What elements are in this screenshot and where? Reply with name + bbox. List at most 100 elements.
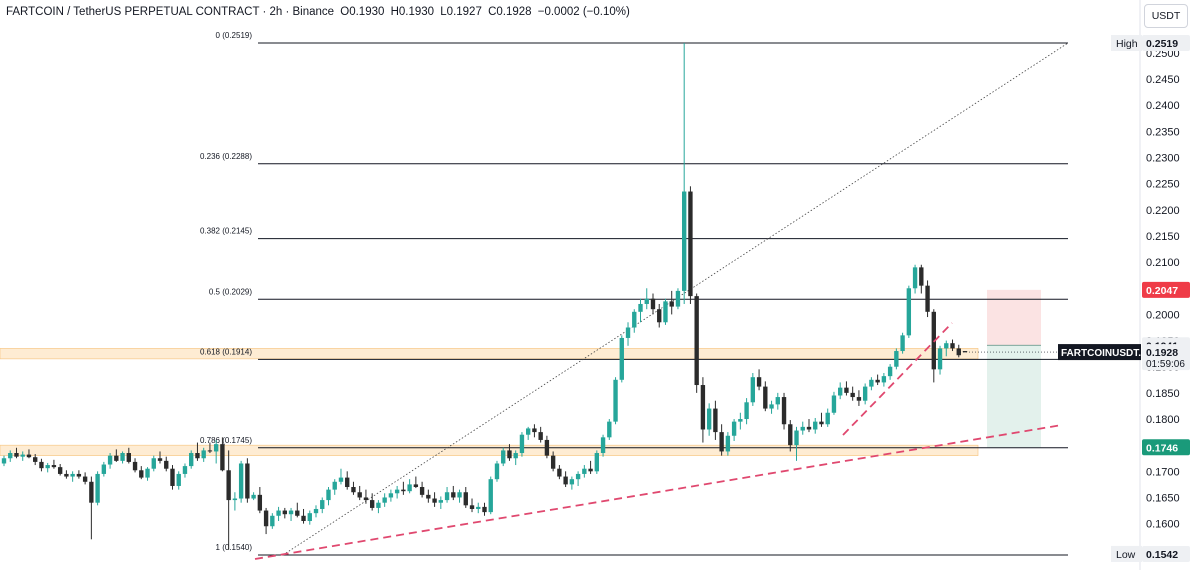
fib-trend-line <box>282 42 1069 556</box>
y-tick-label: 0.2200 <box>1146 205 1180 217</box>
candle-body <box>850 392 855 398</box>
candle-body <box>438 500 444 503</box>
candle-body <box>288 510 294 515</box>
candle-body <box>394 489 400 494</box>
candle-body <box>369 500 375 508</box>
candle-body <box>862 386 868 401</box>
candle-body <box>675 290 681 307</box>
candle-body <box>432 498 437 503</box>
symbol-tag-bg <box>1058 344 1141 361</box>
low-tag-label-bg <box>1111 545 1142 562</box>
candle-body <box>301 515 306 522</box>
candle-body <box>731 421 737 436</box>
candle-body <box>270 515 275 527</box>
candle-body <box>856 397 862 401</box>
candle-body <box>114 455 119 461</box>
candle-body <box>307 513 312 522</box>
y-tick-label: 0.2350 <box>1146 126 1180 138</box>
candle-body <box>894 351 899 367</box>
candle-body <box>8 453 13 459</box>
high-tag-value: 0.2519 <box>1146 38 1178 50</box>
candle-body <box>357 492 362 498</box>
candle-body <box>738 419 743 422</box>
candle-body <box>588 468 593 472</box>
fib-level-label: 0.382 (0.2145) <box>200 227 252 236</box>
candle-body <box>625 327 631 338</box>
stop-tag-bg <box>1142 281 1190 298</box>
candle-body <box>245 463 250 499</box>
symbol-title[interactable]: FARTCOIN / TetherUS PERPETUAL CONTRACT ·… <box>6 6 335 18</box>
candle-body <box>956 348 961 356</box>
candle-body <box>825 412 830 425</box>
candle-body <box>750 377 756 403</box>
y-tick-label: 0.2150 <box>1146 231 1180 243</box>
y-tick-label: 0.2250 <box>1146 179 1180 191</box>
candle-body <box>164 460 169 469</box>
candle-body <box>869 379 874 387</box>
candle-body <box>14 453 19 457</box>
candle-body <box>538 432 543 440</box>
candle-body <box>376 502 381 508</box>
candle-body <box>657 309 662 323</box>
candle-body <box>232 498 238 501</box>
candle-body <box>195 453 200 459</box>
candle-body <box>39 461 44 469</box>
candle-body <box>76 473 82 477</box>
candle-body <box>282 510 287 515</box>
candle-body <box>600 437 606 454</box>
candle-body <box>20 454 25 457</box>
candle-body <box>950 343 955 349</box>
candle-body <box>313 508 319 514</box>
candle-body <box>632 311 637 328</box>
y-tick-label: 0.2000 <box>1146 309 1180 321</box>
low-tag-value: 0.1542 <box>1146 549 1178 561</box>
y-tick-label: 0.2400 <box>1146 100 1180 112</box>
candle-body <box>713 408 718 433</box>
candle-body <box>881 376 887 383</box>
candle-body <box>944 343 949 349</box>
candle-body <box>906 288 912 336</box>
currency-button[interactable]: USDT <box>1144 4 1188 28</box>
candle-body <box>120 453 125 461</box>
candle-body <box>744 402 749 420</box>
symbol-tag-label: FARTCOINUSDT.P <box>1061 348 1148 359</box>
candle-body <box>838 387 843 396</box>
y-tick-label: 0.1800 <box>1146 414 1180 426</box>
low-tag-label: Low <box>1116 549 1136 561</box>
candle-body <box>33 457 38 462</box>
candle-body <box>769 404 774 409</box>
candle-body <box>332 481 337 490</box>
candle-body <box>507 450 512 459</box>
candle-body <box>51 465 57 468</box>
candle-body <box>607 421 612 438</box>
candle-body <box>388 493 394 498</box>
candle-body <box>688 191 693 297</box>
candle-body <box>756 377 762 387</box>
candle-body <box>213 444 219 452</box>
candle-body <box>338 477 344 482</box>
y-tick-label: 0.2450 <box>1146 74 1180 86</box>
fib-level-label: 0.786 (0.1745) <box>200 436 252 445</box>
candle-body <box>351 487 356 493</box>
candle-body <box>501 450 506 464</box>
candle-body <box>706 408 712 430</box>
candle-body <box>800 426 805 431</box>
candle-body <box>962 351 968 353</box>
candle-body <box>151 458 156 469</box>
candle-body <box>831 395 837 413</box>
candle-body <box>238 463 244 499</box>
candle-body <box>1 458 7 464</box>
y-tick-label: 0.1650 <box>1146 492 1180 504</box>
candle-body <box>775 397 780 405</box>
ohlc-open: O0.1930 <box>340 6 385 18</box>
high-tag-label-bg <box>1111 35 1142 51</box>
y-tick-label: 0.1600 <box>1146 519 1180 531</box>
candle-body <box>912 267 918 289</box>
candle-body <box>57 467 63 474</box>
candle-body <box>64 473 69 477</box>
take-profit-box <box>987 345 1041 448</box>
candle-body <box>544 439 550 456</box>
y-tick-label: 0.2300 <box>1146 153 1180 165</box>
candle-body <box>145 468 150 478</box>
